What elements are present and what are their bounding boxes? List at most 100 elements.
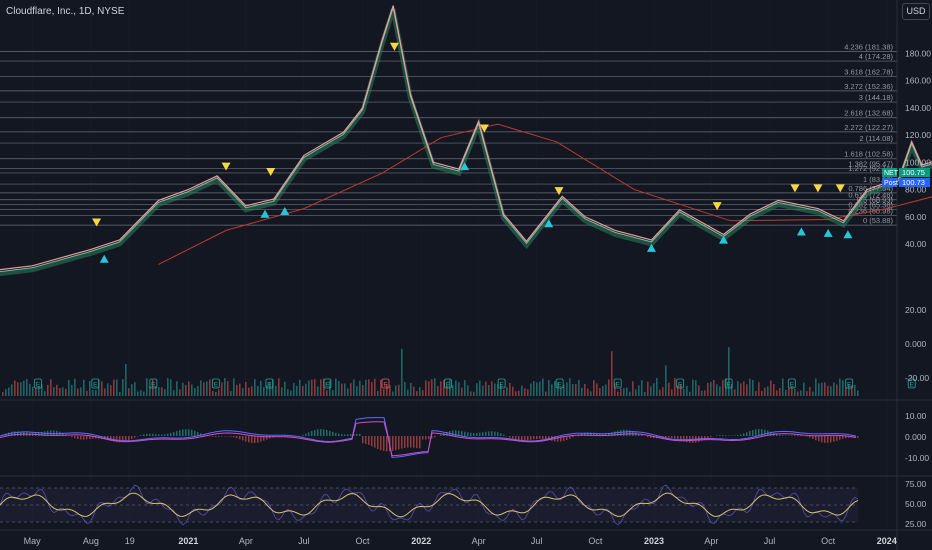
volume-bar (62, 387, 64, 396)
macd-histogram-bar (374, 436, 376, 448)
volume-bar (773, 383, 775, 396)
volume-bar (221, 382, 223, 396)
earnings-marker-box (724, 378, 733, 389)
volume-bar (812, 391, 814, 396)
volume-bar (530, 383, 532, 396)
earnings-marker-box (34, 378, 42, 389)
macd-histogram-bar (458, 430, 460, 436)
macd-histogram-bar (323, 429, 325, 436)
macd-histogram-bar (542, 436, 544, 440)
macd-histogram-bar (395, 436, 397, 451)
earnings-marker-box (149, 378, 158, 389)
volume-bar (356, 386, 358, 396)
volume-bar (215, 391, 217, 396)
volume-bar (710, 381, 712, 396)
macd-histogram-bar (488, 431, 490, 436)
volume-bar (335, 378, 337, 396)
earnings-marker-letter: E (383, 382, 388, 389)
rsi-tick-label: 25.00 (905, 519, 927, 529)
macd-histogram-bar (608, 432, 610, 436)
macd-histogram-bar (641, 434, 643, 436)
y-tick-label: 80.00 (905, 185, 927, 195)
volume-bar (191, 384, 193, 396)
macd-histogram-bar (185, 429, 187, 436)
volume-tick-label: -20.00 (905, 373, 929, 383)
volume-bar (512, 386, 514, 396)
chart-title: Cloudflare, Inc., 1D, NYSE (6, 6, 125, 17)
macd-histogram-bar (122, 436, 124, 443)
currency-button[interactable]: USD (902, 3, 930, 20)
price-line (0, 5, 932, 271)
macd-histogram-bar (119, 436, 121, 443)
volume-bar (584, 384, 586, 396)
volume-bar (650, 386, 652, 396)
earnings-marker-box (613, 378, 622, 389)
macd-histogram-bar (614, 431, 616, 436)
volume-bar (95, 390, 97, 396)
macd-histogram-bar (671, 436, 673, 438)
volume-bar (635, 389, 637, 396)
volume-bar (230, 391, 232, 396)
volume-bar (443, 379, 445, 396)
macd-histogram-bar (131, 436, 133, 440)
volume-bar (47, 384, 49, 396)
fib-label: 0.618 (72.48) (848, 191, 893, 200)
macd-histogram-bar (815, 436, 817, 441)
volume-bar (185, 384, 187, 396)
macd-histogram-bar (749, 431, 751, 436)
fib-label: 0.382 (65.38) (848, 200, 893, 209)
price-series (0, 5, 932, 277)
macd-histogram-bar (848, 436, 850, 438)
volume-bar (314, 379, 316, 396)
macd-histogram-bar (566, 436, 568, 440)
x-tick-label: Oct (356, 536, 371, 546)
volume-bar (776, 390, 778, 396)
volume-bar (224, 378, 226, 396)
macd-histogram-bar (686, 436, 688, 443)
macd-histogram-bar (563, 436, 565, 441)
macd-pane: 10.00 0.000 -10.00 (0, 411, 929, 463)
volume-bar (197, 385, 199, 396)
volume-bar (476, 383, 478, 396)
macd-histogram-bar (254, 436, 256, 443)
rsi-pane: 75.00 50.00 25.00 (0, 479, 927, 529)
volume-bar (71, 384, 73, 396)
macd-histogram-bar (677, 436, 679, 440)
volume-bar (626, 387, 628, 396)
volume-bar (806, 391, 808, 396)
volume-bar (107, 383, 109, 396)
macd-histogram-bar (410, 436, 412, 448)
macd-histogram-bar (287, 436, 289, 437)
fib-label: 0.5 (68.93) (857, 196, 894, 205)
macd-histogram-bar (266, 436, 268, 440)
macd-histogram-bar (218, 436, 220, 437)
volume-bar (254, 379, 256, 396)
x-tick-label: 2024 (877, 536, 897, 546)
macd-histogram-bar (617, 430, 619, 436)
macd-histogram-bar (740, 434, 742, 436)
volume-bar (194, 387, 196, 396)
volume-bar (26, 379, 28, 396)
macd-line (0, 417, 857, 458)
volume-bar (44, 391, 46, 396)
volume-tick-label: 20.00 (905, 305, 927, 315)
volume-bar (680, 384, 682, 396)
volume-bar (692, 379, 694, 396)
sell-signal-marker (92, 218, 102, 227)
volume-bar (689, 391, 691, 396)
x-tick-label: Jul (764, 536, 776, 546)
price-axis: 40.00 60.00 80.00 100.00 120.00 140.00 160.00 1… (905, 48, 931, 249)
volume-bar (764, 387, 766, 396)
macd-histogram-bar (314, 430, 316, 436)
macd-histogram-bar (827, 436, 829, 443)
volume-bar (701, 390, 703, 396)
macd-histogram-bar (839, 436, 841, 440)
macd-histogram-bar (257, 436, 259, 443)
macd-histogram-bar (194, 430, 196, 436)
volume-bar (506, 387, 508, 396)
volume-bar (173, 390, 175, 396)
fib-label: 1 (83.98) (863, 175, 894, 184)
x-tick-label: Oct (821, 536, 836, 546)
macd-histogram-bar (149, 433, 151, 436)
